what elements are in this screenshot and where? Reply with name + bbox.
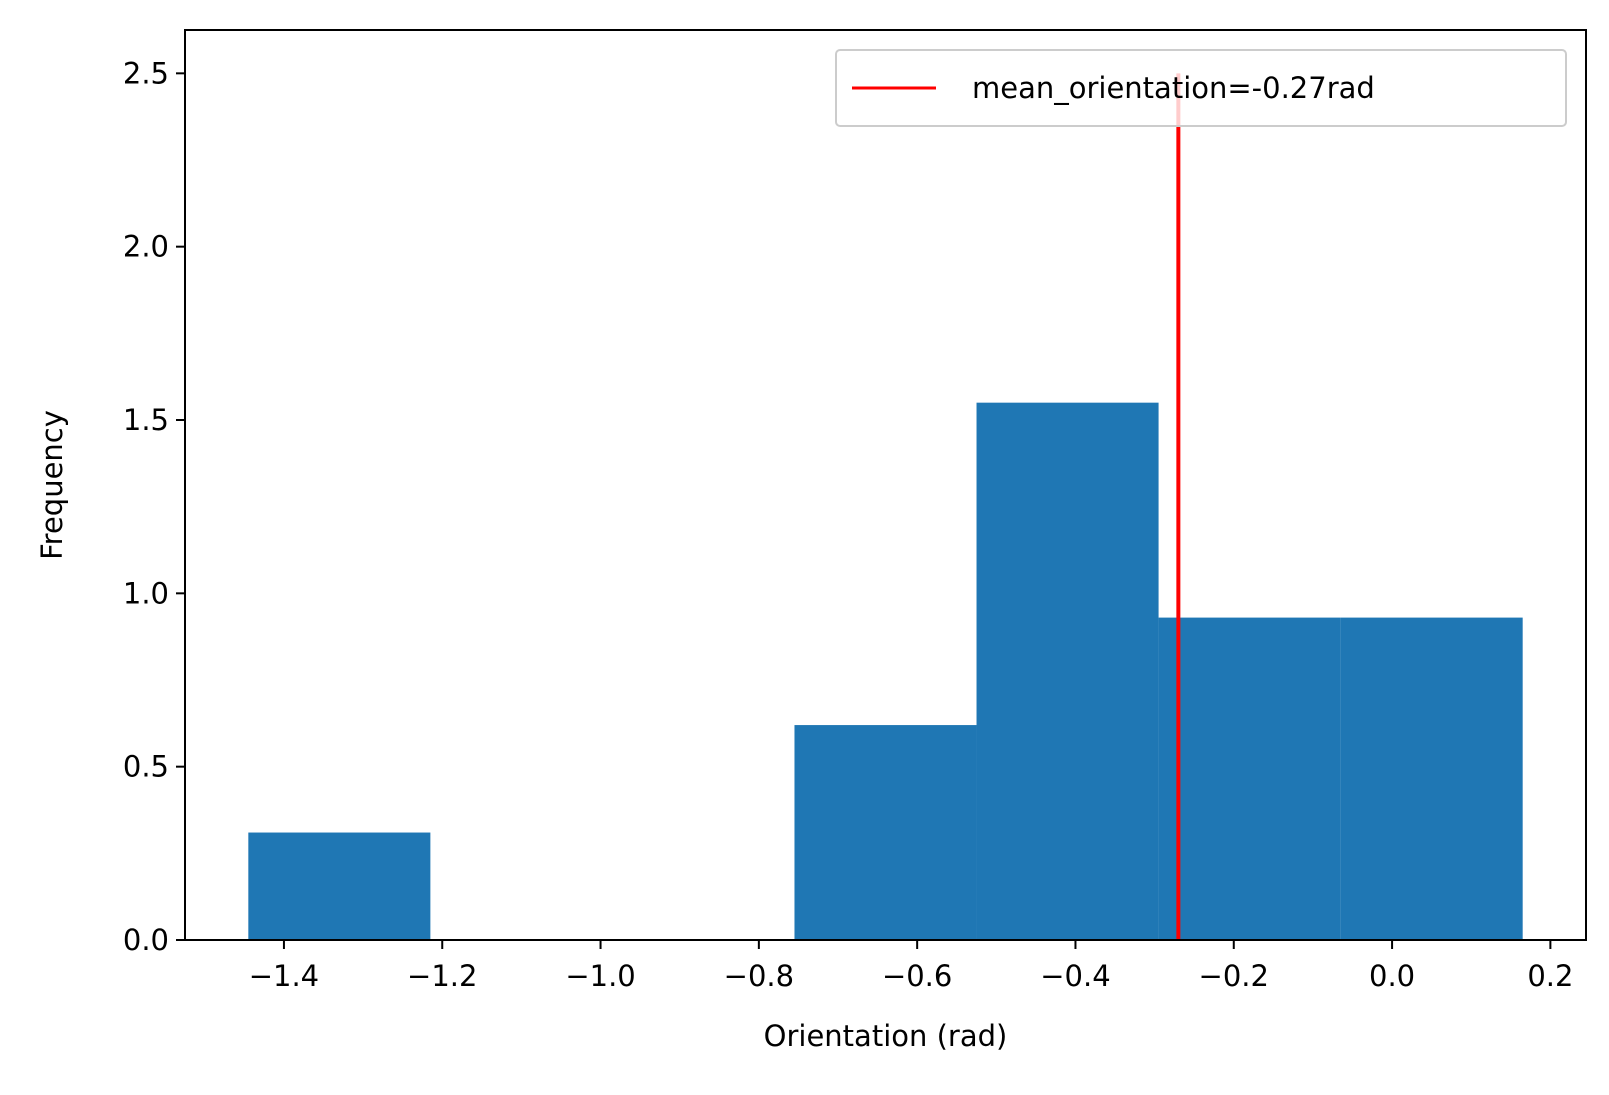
x-tick-label: −0.4	[1040, 959, 1110, 993]
histogram-bar-6	[1158, 617, 1341, 940]
plot-frame	[184, 29, 1587, 941]
y-axis-label: Frequency	[35, 410, 69, 560]
x-tick-label: −1.0	[565, 959, 635, 993]
y-tick-label: 1.5	[123, 403, 169, 437]
legend-label-mean: mean_orientation=-0.27rad	[972, 71, 1375, 105]
y-axis-ticks: 0.0 0.5 1.0 1.5 2.0 2.5	[123, 56, 185, 957]
x-axis-ticks: −1.4 −1.2 −1.0 −0.8 −0.6 −0.4 −0.2 0.0 0.2	[249, 940, 1573, 993]
legend-box	[835, 49, 1567, 127]
y-tick-label: 2.5	[123, 56, 169, 90]
x-tick-label: −1.4	[249, 959, 319, 993]
histogram-bar-1	[248, 832, 431, 940]
histogram-bar-5	[976, 402, 1159, 941]
x-tick-label: 0.0	[1369, 959, 1415, 993]
bars-group	[248, 402, 1523, 941]
x-tick-label: 0.2	[1527, 959, 1573, 993]
x-tick-label: −0.6	[882, 959, 952, 993]
y-tick-label: 0.0	[123, 923, 169, 957]
legend: mean_orientation=-0.27rad	[835, 49, 1567, 127]
histogram-bar-7	[1340, 617, 1523, 940]
y-tick-label: 0.5	[123, 750, 169, 784]
y-tick-label: 2.0	[123, 230, 169, 264]
histogram-bar-4	[794, 725, 977, 940]
x-tick-label: −0.8	[724, 959, 794, 993]
x-tick-label: −0.2	[1199, 959, 1269, 993]
y-tick-label: 1.0	[123, 576, 169, 610]
x-tick-label: −1.2	[407, 959, 477, 993]
x-axis-label: Orientation (rad)	[764, 1019, 1008, 1053]
